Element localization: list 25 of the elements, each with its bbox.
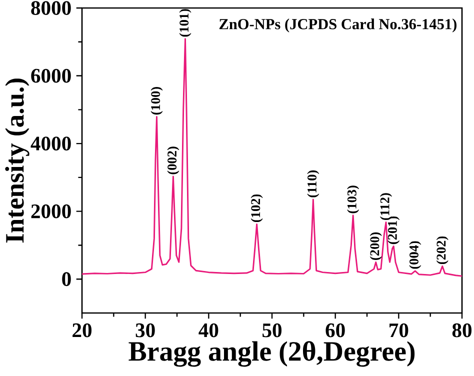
y-tick-label: 4000 — [30, 136, 71, 151]
y-tick-label: 6000 — [31, 68, 71, 83]
annotation: (110) — [307, 170, 320, 198]
x-tick-label: 30 — [136, 323, 155, 338]
annotation: (101) — [179, 9, 192, 37]
annotation: (103) — [347, 186, 360, 214]
x-tick-label: 80 — [452, 323, 472, 338]
x-tick-label: 70 — [390, 323, 408, 338]
line-series — [82, 38, 462, 277]
y-tick-label: 0 — [62, 272, 71, 286]
y-axis-title: Intensity (a.u.) — [5, 78, 30, 243]
annotation: (200) — [370, 232, 382, 260]
annotation: (202) — [436, 236, 448, 264]
x-axis-title: Bragg angle (2θ,Degree) — [128, 341, 415, 367]
y-tick-label: 2000 — [31, 204, 71, 218]
x-tick-label: 60 — [326, 323, 345, 338]
y-tick-label: 8000 — [31, 1, 71, 15]
x-tick-label: 20 — [72, 323, 92, 338]
text: ZnO-NPs (JCPDS Card No.36-1451) — [219, 18, 456, 32]
annotation: (002) — [167, 146, 180, 174]
annotation: (004) — [409, 241, 422, 269]
annotation: (102) — [250, 194, 263, 222]
x-tick-label: 40 — [198, 323, 218, 338]
x-tick-label: 50 — [262, 323, 282, 338]
annotation: (100) — [150, 87, 163, 115]
